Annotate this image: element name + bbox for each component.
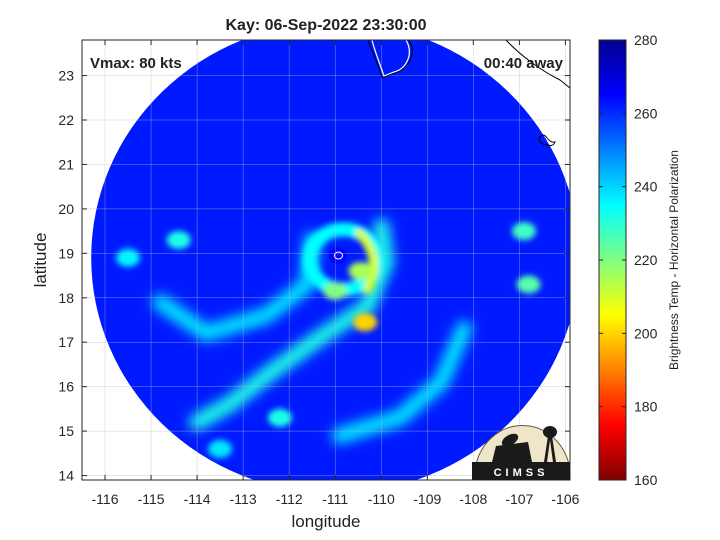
y-tick-label: 15 — [58, 423, 74, 439]
logo-tank-icon — [543, 426, 557, 438]
eyewall-peak — [355, 229, 379, 295]
axis-ticks: -116 -115 -114 -113 -112 -111 -110 -109 -108 -107… — [58, 40, 580, 507]
logo-band — [472, 462, 570, 480]
colorbar-label: Brightness Temp - Horizontal Polarizatio… — [667, 150, 681, 370]
y-tick-label: 17 — [58, 334, 74, 350]
eye-island-outline — [334, 251, 344, 260]
x-tick-label: -112 — [276, 491, 303, 507]
cell-1 — [353, 313, 378, 332]
cell-4 — [166, 231, 191, 249]
colorbar-tick-label: 220 — [634, 252, 658, 268]
logo-tower-icon — [544, 436, 556, 462]
vmax-label: Vmax: 80 kts — [90, 55, 182, 72]
y-tick-label: 22 — [58, 112, 74, 128]
chart-title: Kay: 06-Sep-2022 23:30:00 — [225, 17, 426, 34]
y-axis-label: latitude — [31, 233, 50, 288]
colorbar — [598, 39, 627, 481]
colorbar-tick-label: 160 — [634, 472, 658, 488]
x-axis-label: longitude — [291, 512, 360, 531]
y-tick-label: 16 — [58, 379, 74, 395]
x-tick-label: -106 — [551, 491, 579, 507]
cell-8 — [267, 408, 292, 427]
island-1 — [538, 134, 556, 147]
x-tick-label: -114 — [184, 491, 211, 507]
cell-9 — [208, 439, 233, 458]
cell-2 — [348, 262, 373, 281]
cell-7 — [516, 275, 541, 294]
y-tick-label: 19 — [58, 245, 74, 261]
swath-layer — [91, 40, 570, 480]
x-tick-label: -108 — [459, 491, 487, 507]
colorbar-tick-label: 200 — [634, 325, 658, 341]
y-tick-label: 18 — [58, 290, 74, 306]
storm-eye — [328, 247, 347, 264]
x-tick-label: -116 — [92, 491, 119, 507]
plot-frame — [81, 39, 571, 481]
x-tick-label: -110 — [368, 491, 395, 507]
y-tick-label: 21 — [58, 156, 74, 172]
rainband-1 — [189, 218, 394, 431]
time-away-label: 00:40 away — [484, 55, 564, 72]
x-tick-label: -109 — [413, 491, 441, 507]
y-tick-label: 23 — [58, 68, 74, 84]
logo-building-icon — [492, 442, 532, 462]
colorbar-tick-label: 260 — [634, 105, 658, 121]
rainband-3 — [331, 320, 473, 444]
x-tick-label: -113 — [230, 491, 257, 507]
coastline — [367, 40, 570, 89]
cell-6 — [511, 222, 536, 241]
y-tick-label: 20 — [58, 201, 74, 217]
x-tick-label: -111 — [322, 491, 348, 507]
grid-lines — [82, 40, 570, 480]
colorbar-tick-label: 240 — [634, 179, 658, 195]
colorbar-tick-label: 180 — [634, 399, 658, 415]
y-tick-label: 14 — [58, 468, 74, 484]
plot-area — [82, 40, 570, 480]
x-tick-label: -107 — [505, 491, 533, 507]
colorbar-ticks: 160 180 200 220 240 260 280 — [599, 32, 658, 488]
colorbar-tick-label: 280 — [634, 32, 658, 48]
x-tick-label: -115 — [138, 491, 165, 507]
cell-5 — [116, 248, 141, 267]
coastline-inner — [371, 40, 410, 77]
cimss-logo: CIMSS — [472, 425, 571, 480]
logo-text: CIMSS — [494, 467, 549, 479]
logo-dish-icon — [501, 433, 519, 447]
